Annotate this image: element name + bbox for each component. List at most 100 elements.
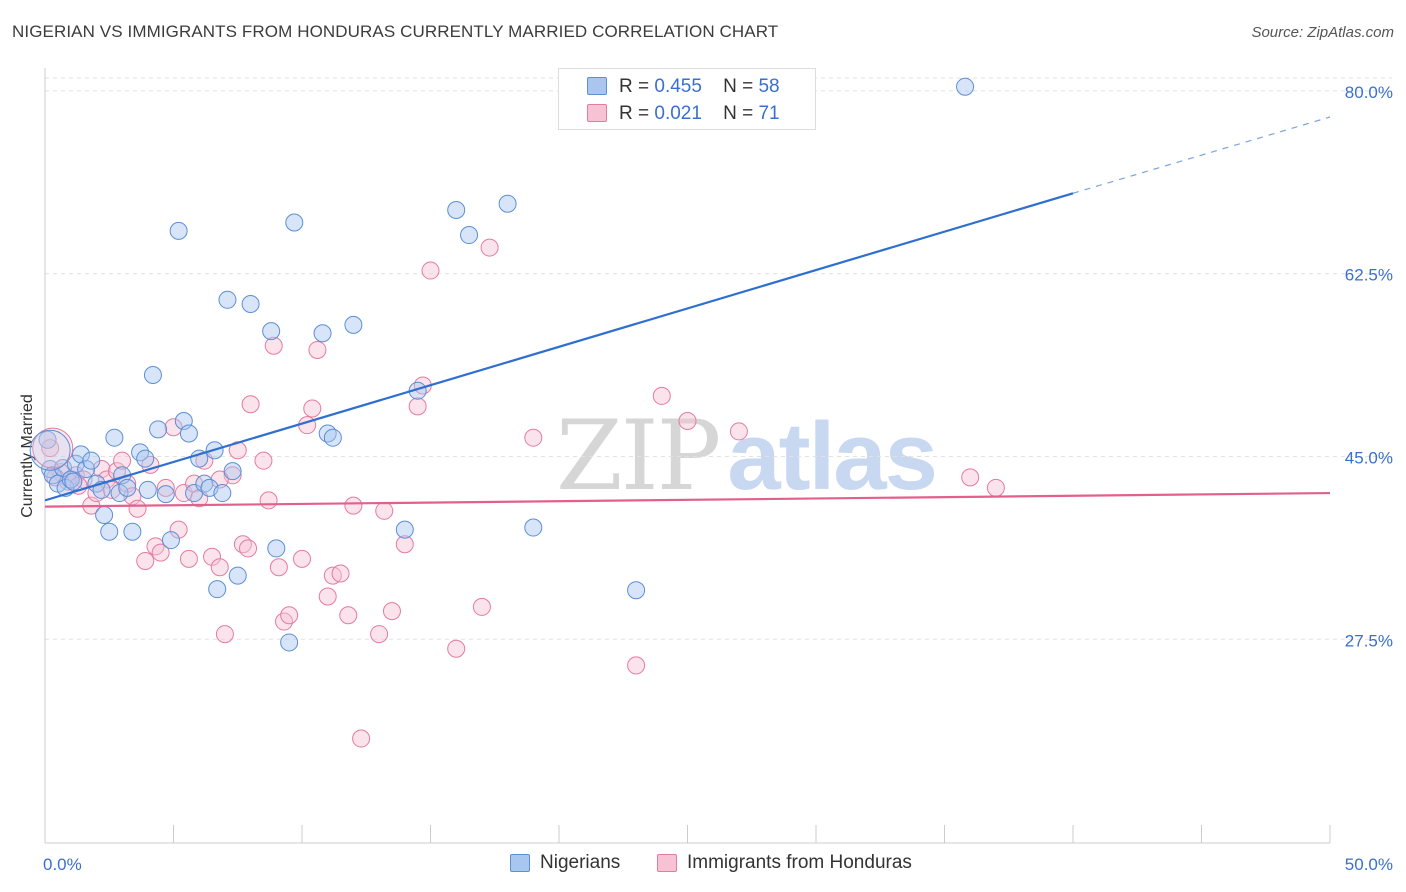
point-honduras — [395, 535, 414, 554]
point-nigerians — [64, 472, 83, 491]
point-honduras — [627, 656, 646, 675]
point-honduras — [156, 478, 175, 497]
point-nigerians — [66, 454, 85, 473]
point-nigerians — [280, 633, 299, 652]
point-honduras — [269, 558, 288, 577]
point-honduras — [280, 606, 299, 625]
legend-n-label: N = — [723, 103, 754, 124]
point-nigerians — [267, 539, 286, 558]
point-honduras — [210, 558, 229, 577]
y-tick-label: 62.5% — [1345, 266, 1393, 285]
point-nigerians — [156, 485, 175, 504]
point-nigerians — [169, 221, 188, 240]
chart-source: Source: ZipAtlas.com — [1251, 24, 1394, 41]
point-nigerians — [136, 449, 155, 468]
point-nigerians — [105, 428, 124, 447]
point-honduras — [352, 729, 371, 748]
point-nigerians — [213, 484, 232, 503]
point-honduras — [179, 549, 198, 568]
point-nigerians — [143, 366, 162, 385]
correlation-legend: R = 0.455 N = 58 R = 0.021 N = 71 — [558, 68, 816, 130]
point-honduras — [169, 520, 188, 539]
legend-r-label: R = — [619, 103, 650, 124]
point-nigerians — [344, 315, 363, 334]
trendline-nigerians-extension — [1072, 116, 1331, 194]
point-nigerians — [447, 200, 466, 219]
y-tick-label: 45.0% — [1345, 449, 1393, 468]
point-honduras — [308, 340, 327, 359]
point-nigerians — [161, 531, 180, 550]
point-honduras — [344, 496, 363, 515]
point-honduras — [318, 587, 337, 606]
point-nigerians — [228, 566, 247, 585]
point-honduras — [128, 499, 147, 518]
point-nigerians — [77, 460, 96, 479]
point-nigerians — [313, 324, 332, 343]
legend-label-honduras: Immigrants from Honduras — [687, 852, 912, 873]
point-honduras — [986, 478, 1005, 497]
legend-swatch-blue — [510, 854, 530, 872]
point-nigerians — [218, 290, 237, 309]
point-honduras — [375, 501, 394, 520]
point-honduras — [961, 468, 980, 487]
point-honduras — [652, 386, 671, 405]
point-nigerians — [208, 580, 227, 599]
point-nigerians — [956, 77, 975, 96]
point-honduras-cluster — [32, 427, 74, 469]
point-nigerians — [123, 522, 142, 541]
legend-r-value: 0.455 — [654, 76, 702, 97]
point-honduras — [254, 451, 273, 470]
point-nigerians — [100, 522, 119, 541]
point-honduras — [303, 399, 322, 418]
legend-n-label: N = — [723, 76, 754, 97]
point-honduras — [447, 639, 466, 658]
legend-swatch-pink — [657, 854, 677, 872]
trendline-nigerians — [44, 192, 1074, 502]
point-honduras — [382, 602, 401, 621]
legend-swatch-pink — [587, 104, 607, 122]
point-nigerians — [262, 322, 281, 341]
point-nigerians — [95, 505, 114, 524]
chart-title: NIGERIAN VS IMMIGRANTS FROM HONDURAS CUR… — [12, 22, 779, 41]
point-honduras — [331, 564, 350, 583]
point-honduras — [678, 411, 697, 430]
x-tick-label-max: 50.0% — [1345, 855, 1393, 874]
point-honduras — [408, 397, 427, 416]
point-honduras — [239, 539, 258, 558]
point-honduras — [480, 238, 499, 257]
legend-r-value: 0.021 — [654, 103, 702, 124]
point-nigerians — [71, 445, 90, 464]
y-tick-label: 27.5% — [1345, 631, 1393, 650]
point-honduras — [113, 451, 132, 470]
point-nigerians — [395, 520, 414, 539]
point-honduras — [421, 261, 440, 280]
point-nigerians — [323, 428, 342, 447]
point-honduras — [293, 549, 311, 568]
point-nigerians — [285, 213, 304, 232]
point-nigerians — [241, 294, 260, 313]
point-nigerians — [179, 424, 198, 443]
point-nigerians — [82, 451, 101, 470]
point-honduras — [323, 566, 342, 585]
point-honduras — [264, 336, 283, 355]
legend-n-value: 71 — [758, 103, 780, 124]
point-honduras — [339, 606, 358, 625]
y-tick-label: 80.0% — [1345, 83, 1393, 102]
point-honduras — [136, 551, 155, 570]
point-honduras — [370, 625, 389, 644]
legend-label-nigerians: Nigerians — [540, 852, 621, 873]
point-nigerians — [627, 581, 646, 600]
point-nigerians — [190, 449, 209, 468]
point-nigerians — [460, 226, 479, 245]
legend-r-label: R = — [619, 76, 650, 97]
legend-n-value: 58 — [758, 76, 780, 97]
x-tick-label-min: 0.0% — [43, 855, 82, 874]
trendline-honduras — [44, 491, 1331, 508]
point-honduras — [729, 422, 748, 441]
legend-swatch-blue — [587, 77, 607, 95]
point-honduras — [151, 543, 170, 562]
point-honduras — [203, 547, 222, 566]
point-honduras — [215, 625, 234, 644]
point-honduras — [164, 418, 183, 437]
